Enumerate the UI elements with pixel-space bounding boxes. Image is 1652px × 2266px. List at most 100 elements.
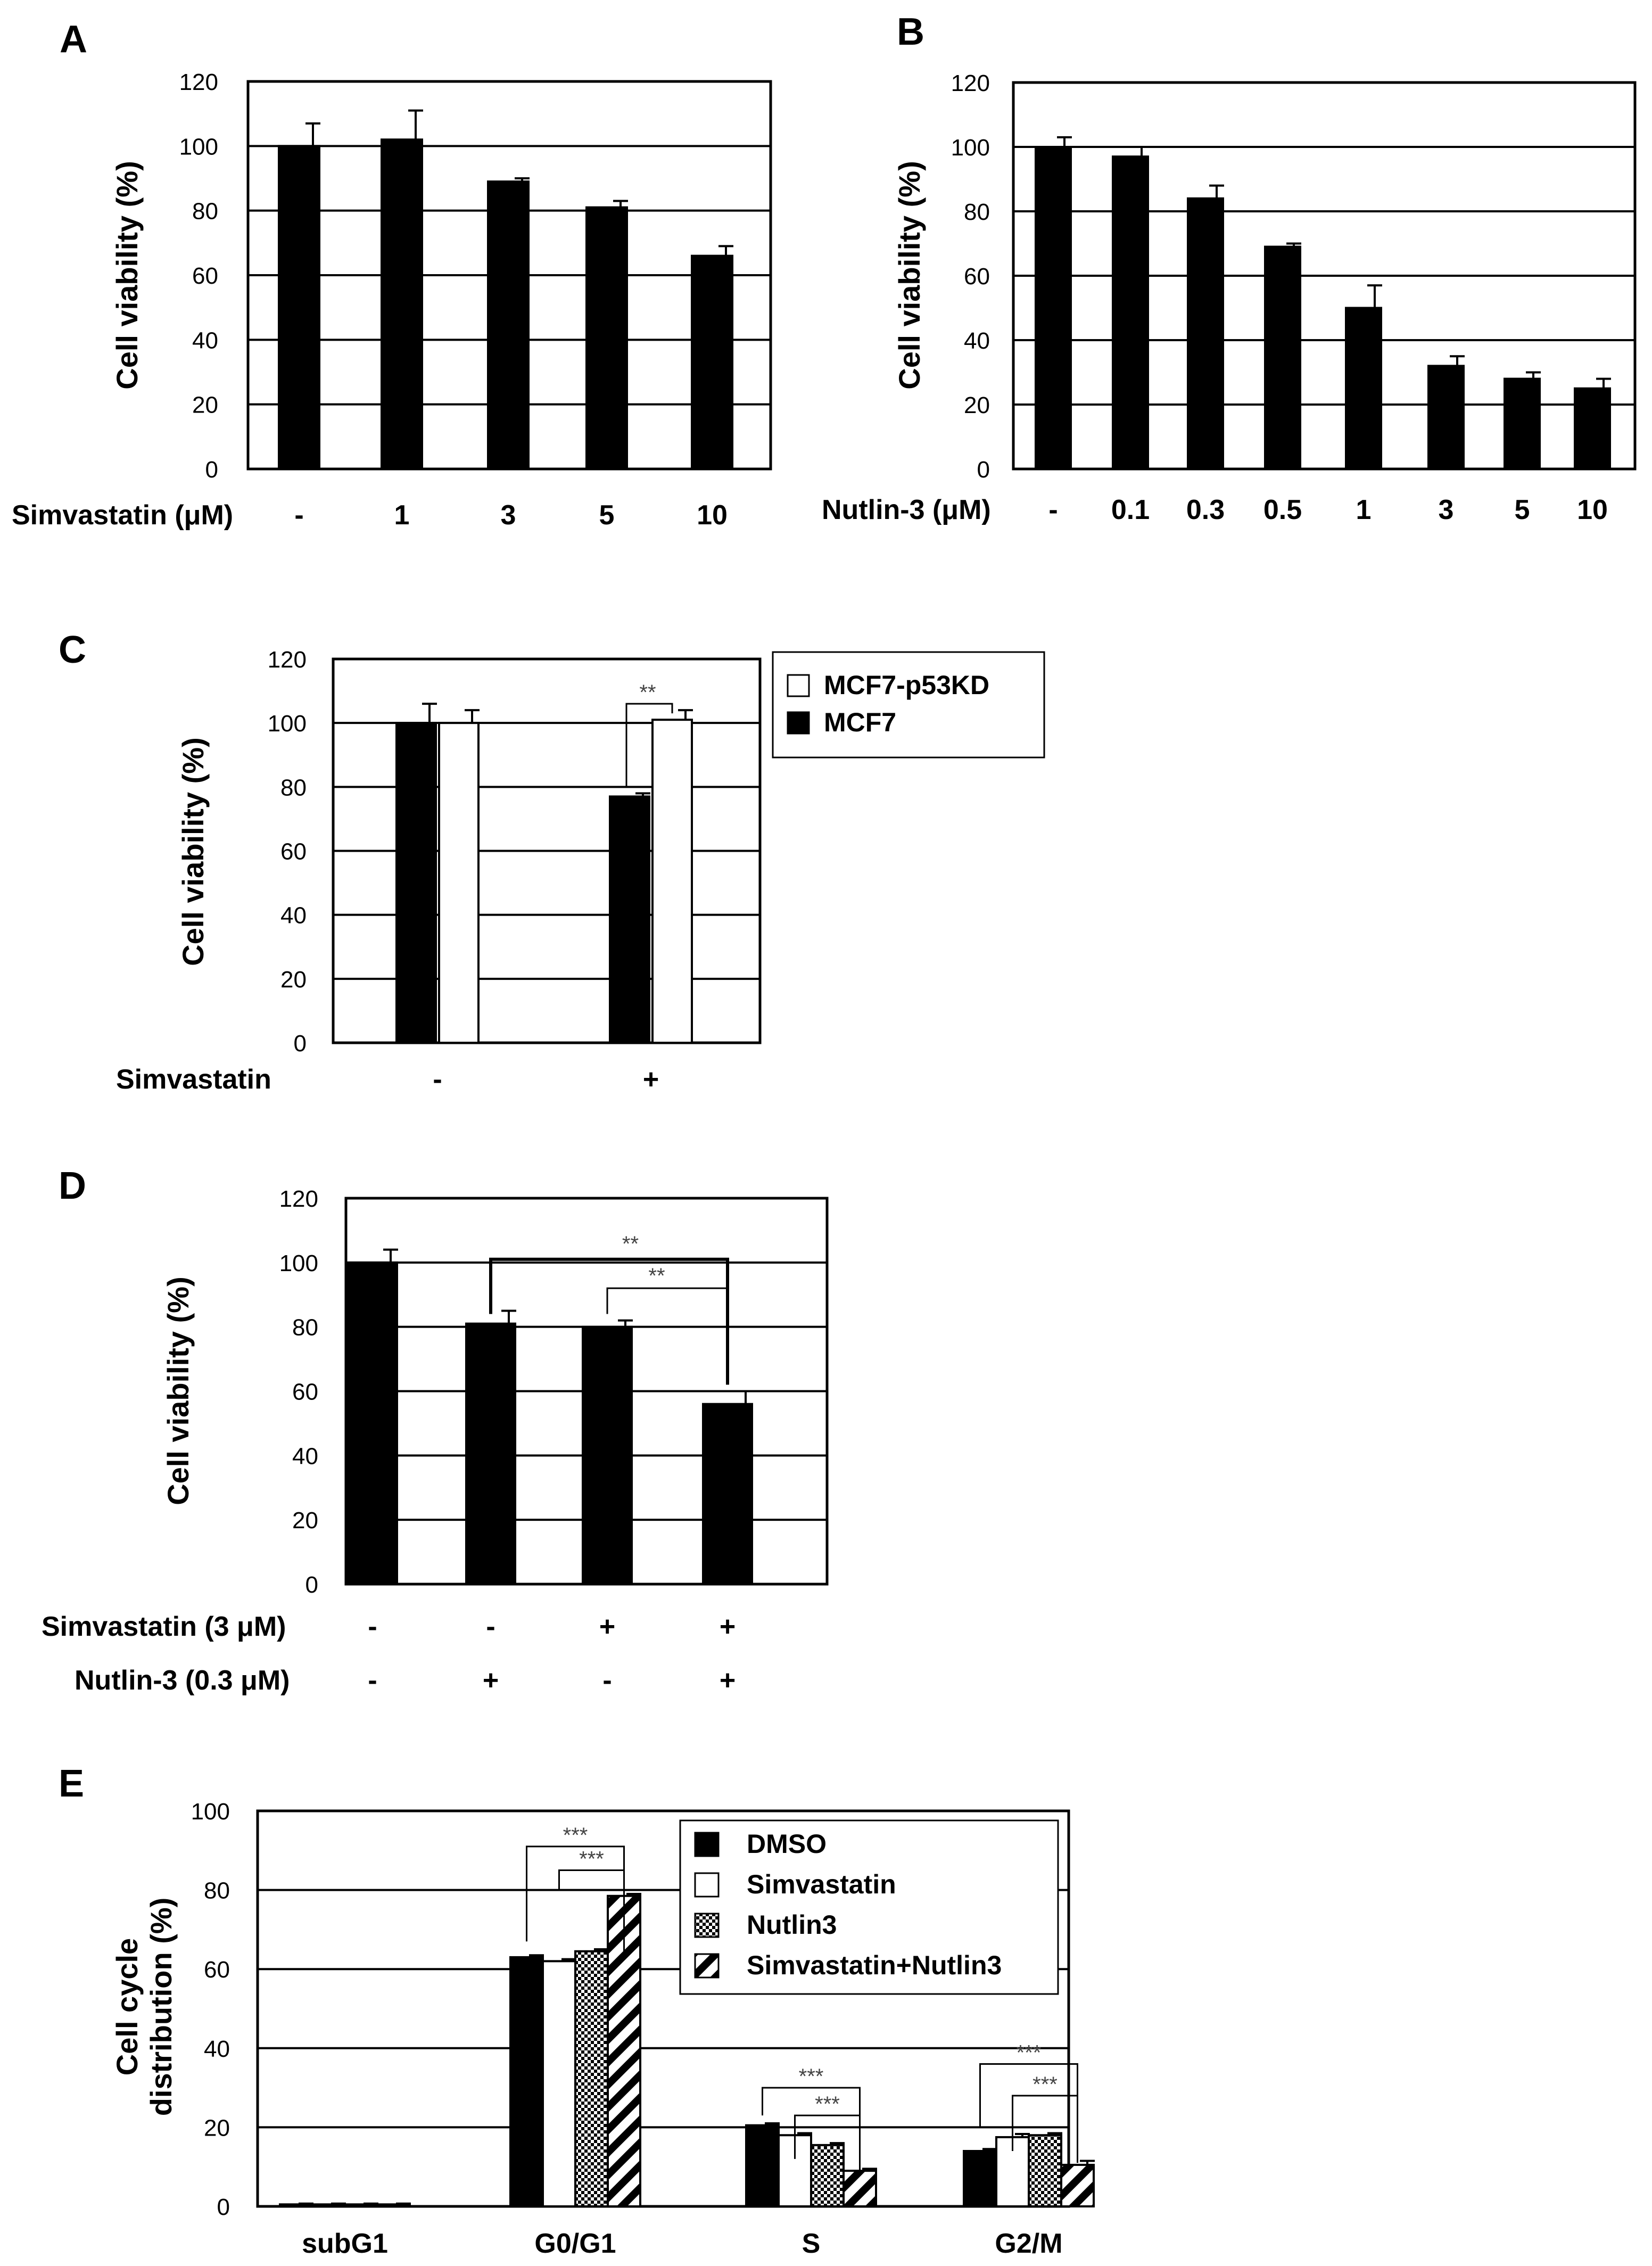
bar [1112,155,1149,470]
y-axis-label: Cell cycledistribution (%) [110,1898,178,2116]
condition-symbol: + [720,1611,736,1642]
panel-d: D 0 20 40 60 80 100 120 Cell viability (%) Simvas… [42,1165,829,1696]
y-tick-label: 20 [964,392,990,418]
y-tick-label: 0 [217,2194,230,2220]
panel-e: E 0 20 40 60 80 100 Cell cycledistribution (%) s… [59,1762,1095,2259]
condition-symbol: - [368,1611,377,1642]
y-tick-label: 40 [192,327,218,353]
panel-c: C 0 20 40 60 80 100 120 Cell viability (%) Simvas… [59,629,1045,1095]
legend-swatch [694,1832,720,1857]
x-tick-label: S [802,2228,821,2259]
bar [278,145,320,471]
condition-symbol: + [720,1665,736,1696]
bar [542,1960,576,2208]
significance-bracket [762,2087,861,2128]
condition-symbol: - [486,1611,495,1642]
bar [1504,377,1541,470]
significance-stars: *** [1017,2041,1042,2065]
x-tick-label: 1 [1356,495,1372,525]
bar [376,2203,411,2208]
legend-label: MCF7-p53KD [824,670,989,700]
panel-label: C [59,629,86,671]
legend-frame [772,651,1045,759]
panel-b: B 0 20 40 60 80 100 120 Cell viability (%) Nutlin… [822,11,1637,525]
x-tick-label: subG1 [302,2228,388,2259]
bar [381,138,423,470]
bar [585,206,628,470]
legend-swatch [694,1913,720,1938]
bar [574,1950,609,2207]
bar [1028,2134,1062,2208]
significance-stars: ** [639,681,656,704]
y-tick-label: 40 [204,2036,230,2062]
panel-label: D [59,1165,86,1207]
significance-stars: ** [622,1232,639,1256]
y-tick-label: 0 [977,457,990,483]
x-tick-label: 1 [394,500,410,531]
condition-symbol: + [599,1611,615,1642]
y-tick-label: 100 [191,1799,230,1825]
legend: MCF7-p53KD MCF7 [772,651,1045,759]
y-tick-label: 60 [964,263,990,290]
bar [651,719,693,1044]
bar [279,2203,313,2208]
legend-swatch [694,1953,720,1979]
legend-swatch [787,711,810,735]
y-tick-label: 60 [192,263,218,289]
x-tick-label: 0.1 [1111,495,1150,525]
bar [465,1322,516,1585]
significance-stars: ** [648,1264,665,1288]
x-tick-label: - [1048,495,1058,525]
y-tick-label: 20 [204,2115,230,2141]
bar [1345,307,1382,470]
bar [609,795,650,1044]
bar [344,2203,378,2208]
y-axis-label: Cell viability (%) [893,161,926,389]
legend-frame [679,1819,1059,1995]
y-axis-label: Cell viability (%) [161,1276,195,1505]
x-tick-label: + [643,1064,659,1095]
bar [963,2149,997,2207]
y-tick-label: 40 [964,328,990,354]
condition-label: Nutlin-3 (0.3 μM) [75,1665,290,1696]
legend-swatch [787,674,810,697]
bar [1427,365,1465,471]
y-tick-label: 20 [292,1507,318,1534]
x-axis-label: Nutlin-3 (μM) [822,495,991,525]
y-tick-label: 80 [192,199,218,225]
y-tick-label: 80 [280,774,307,801]
x-axis-label: Simvastatin (μM) [12,500,233,531]
x-tick-label: 10 [1577,495,1608,525]
panel-label: B [897,11,924,53]
y-tick-label: 0 [205,457,218,483]
y-tick-label: 0 [294,1031,307,1057]
condition-symbol: - [368,1665,377,1696]
y-axis-label-line: Cell cycle [110,1938,144,2075]
y-tick-label: 100 [268,711,307,737]
x-tick-label: 0.3 [1186,495,1225,525]
y-tick-label: 40 [280,903,307,929]
y-tick-label: 0 [305,1572,318,1598]
condition-symbol: - [602,1665,612,1696]
legend-label: MCF7 [824,707,896,737]
legend-label: Simvastatin+Nutlin3 [747,1950,1002,1980]
y-tick-label: 60 [280,839,307,865]
panel-label: E [59,1762,84,1805]
bar [702,1403,753,1586]
y-axis-label: Cell viability (%) [176,737,210,966]
bar [582,1325,633,1586]
plot-frame [1012,81,1637,471]
x-tick-label: 10 [697,500,728,531]
significance-stars: *** [579,1847,604,1871]
x-tick-label: 3 [1439,495,1454,525]
y-tick-label: 20 [280,967,307,993]
y-tick-label: 100 [279,1250,318,1276]
bar [509,1956,544,2207]
y-tick-label: 60 [204,1957,230,1983]
legend-label: Simvastatin [747,1869,896,1899]
y-tick-label: 80 [204,1878,230,1904]
x-tick-label: 5 [1515,495,1530,525]
bar [311,2203,346,2208]
bar [691,254,733,470]
